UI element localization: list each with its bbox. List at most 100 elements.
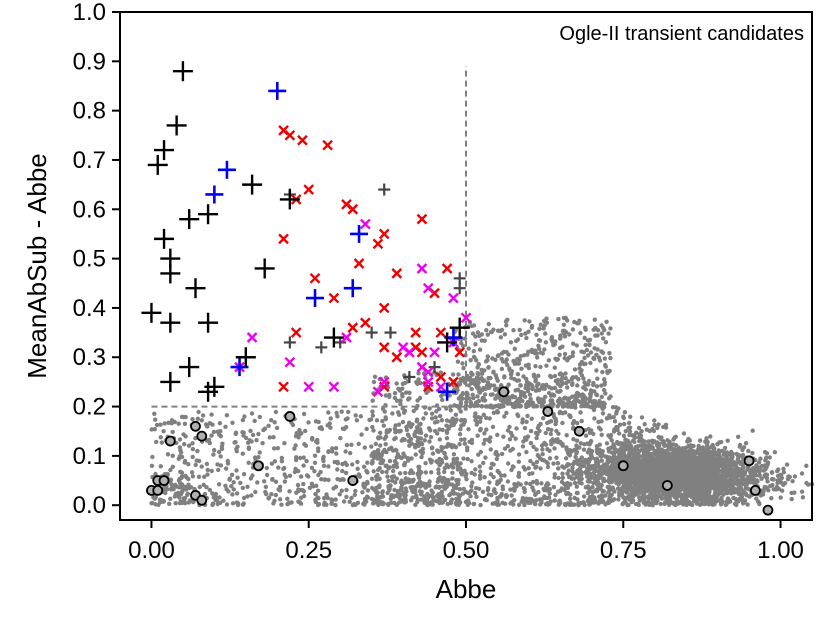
background-point bbox=[359, 432, 364, 437]
background-point bbox=[556, 431, 561, 436]
background-point bbox=[380, 450, 386, 455]
background-point bbox=[676, 476, 681, 481]
background-point bbox=[440, 397, 445, 403]
background-point bbox=[654, 457, 659, 462]
background-point bbox=[472, 355, 477, 360]
background-point bbox=[599, 383, 604, 388]
background-point bbox=[249, 411, 255, 416]
background-point bbox=[740, 490, 746, 496]
background-point bbox=[653, 465, 659, 471]
background-point bbox=[507, 424, 512, 430]
background-point bbox=[587, 476, 593, 481]
background-point bbox=[579, 469, 584, 475]
background-point bbox=[449, 423, 454, 428]
background-point bbox=[590, 494, 595, 500]
background-point bbox=[469, 323, 474, 329]
background-point bbox=[504, 323, 509, 328]
background-point bbox=[562, 328, 567, 333]
background-point bbox=[501, 400, 506, 405]
background-point bbox=[533, 364, 538, 369]
background-point bbox=[488, 403, 494, 408]
background-point bbox=[480, 489, 486, 494]
background-point bbox=[415, 439, 420, 444]
background-point bbox=[516, 452, 522, 457]
background-point bbox=[182, 421, 188, 426]
background-point bbox=[599, 458, 604, 463]
background-point bbox=[199, 418, 204, 423]
background-point bbox=[234, 446, 239, 452]
background-point bbox=[442, 469, 447, 475]
background-point bbox=[579, 418, 584, 424]
background-point bbox=[595, 477, 600, 483]
background-point bbox=[486, 492, 491, 497]
background-point bbox=[392, 426, 398, 431]
background-point bbox=[640, 459, 646, 464]
background-point bbox=[493, 357, 498, 362]
background-point bbox=[453, 461, 459, 466]
background-point bbox=[544, 363, 549, 368]
background-point bbox=[605, 478, 611, 484]
background-point bbox=[673, 434, 678, 439]
background-point bbox=[418, 436, 424, 441]
background-point bbox=[522, 489, 527, 494]
background-point bbox=[254, 438, 259, 443]
background-point bbox=[500, 359, 506, 364]
background-point bbox=[444, 418, 450, 423]
background-point bbox=[542, 494, 547, 499]
background-point bbox=[272, 459, 278, 464]
background-point bbox=[781, 482, 786, 487]
background-point bbox=[509, 493, 514, 498]
background-point bbox=[650, 503, 655, 508]
background-point bbox=[673, 470, 678, 475]
background-point bbox=[561, 315, 567, 321]
background-point bbox=[653, 483, 659, 488]
background-point bbox=[457, 432, 463, 437]
background-point bbox=[546, 358, 552, 363]
background-point bbox=[557, 345, 563, 351]
background-point bbox=[534, 435, 539, 441]
background-point bbox=[804, 480, 809, 486]
background-point bbox=[394, 448, 399, 453]
background-point bbox=[427, 483, 432, 488]
background-point bbox=[693, 474, 698, 479]
background-point bbox=[493, 490, 498, 496]
background-point bbox=[625, 473, 630, 478]
background-point bbox=[481, 412, 486, 417]
background-point bbox=[384, 469, 389, 475]
background-point bbox=[264, 472, 270, 478]
background-point bbox=[604, 319, 609, 324]
background-point bbox=[674, 479, 680, 485]
background-point bbox=[524, 481, 529, 486]
background-point bbox=[525, 384, 530, 389]
background-point bbox=[375, 467, 381, 473]
background-point bbox=[687, 489, 692, 494]
background-point bbox=[380, 418, 385, 424]
background-point bbox=[734, 451, 739, 457]
background-point bbox=[209, 433, 214, 438]
background-point bbox=[240, 502, 246, 507]
background-point bbox=[661, 454, 666, 459]
background-point bbox=[321, 463, 327, 468]
background-point bbox=[326, 449, 331, 455]
background-point bbox=[566, 451, 571, 457]
background-point bbox=[482, 475, 487, 480]
background-point bbox=[224, 413, 230, 418]
background-point bbox=[486, 486, 491, 491]
background-point bbox=[573, 447, 579, 452]
background-point bbox=[627, 454, 632, 460]
background-point bbox=[664, 460, 670, 465]
background-point bbox=[711, 494, 716, 499]
background-point bbox=[596, 501, 601, 506]
background-point bbox=[389, 493, 394, 498]
background-point bbox=[529, 400, 534, 405]
background-point bbox=[592, 356, 597, 362]
background-point bbox=[370, 485, 375, 491]
background-point bbox=[476, 486, 482, 491]
background-point bbox=[450, 416, 455, 421]
background-point bbox=[543, 430, 548, 436]
background-point bbox=[750, 469, 755, 474]
background-point bbox=[337, 492, 342, 497]
background-point bbox=[333, 446, 339, 451]
background-point bbox=[369, 453, 374, 458]
background-point bbox=[516, 502, 522, 507]
